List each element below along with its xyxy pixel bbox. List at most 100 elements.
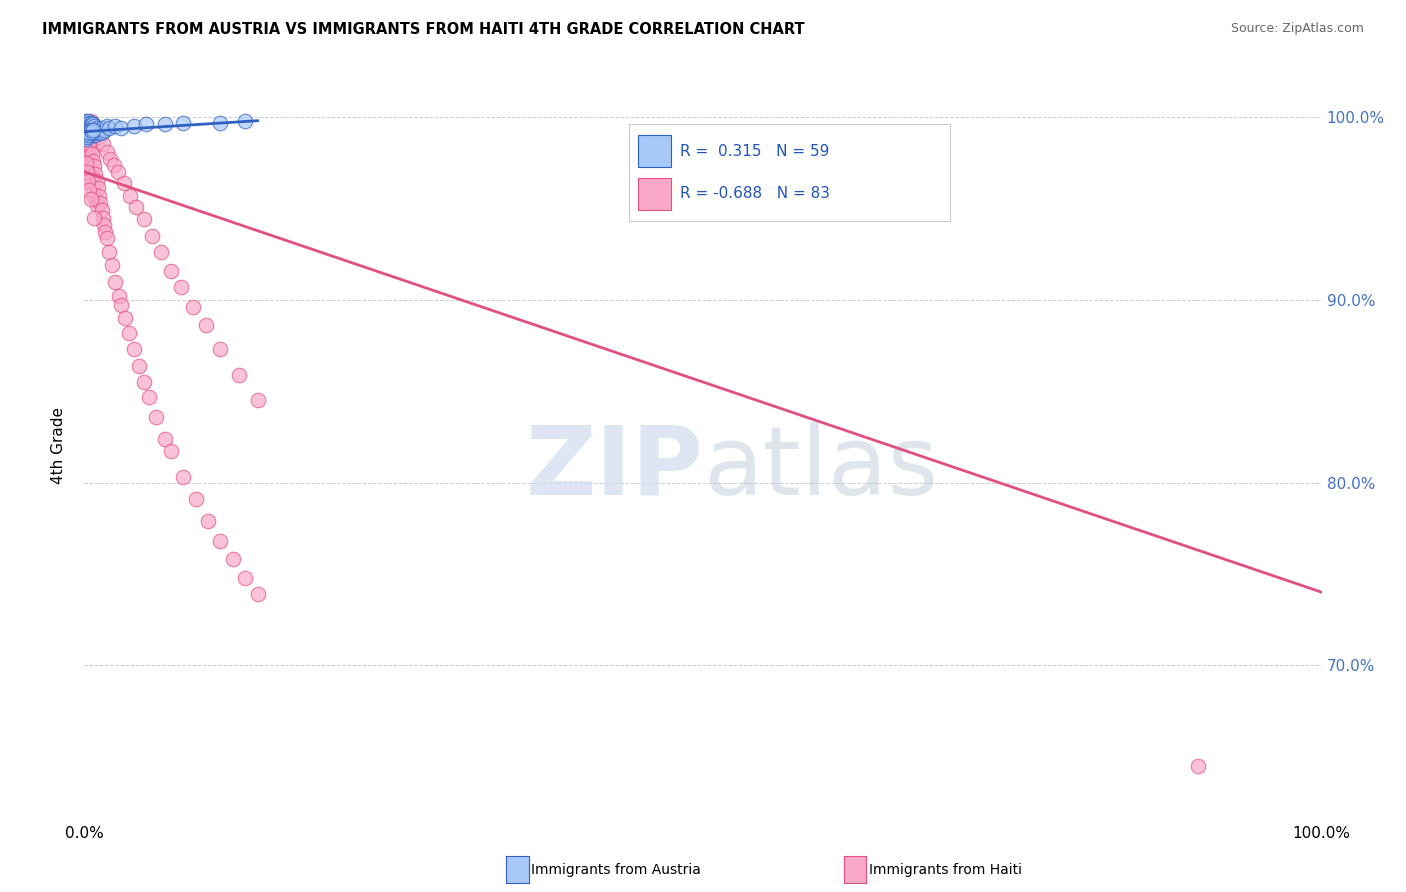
- Point: [89, 127, 111, 141]
- Point: [76, 117, 98, 131]
- Point: [87, 125, 110, 139]
- Point: [91, 211, 114, 225]
- Point: [150, 245, 173, 260]
- Point: [77, 125, 100, 139]
- Point: [89, 196, 111, 211]
- Point: [90, 121, 112, 136]
- Point: [209, 342, 232, 356]
- Point: [79, 127, 101, 141]
- Point: [82, 121, 104, 136]
- Point: [120, 188, 142, 202]
- Point: [246, 587, 269, 601]
- Point: [246, 393, 269, 408]
- Point: [1187, 759, 1209, 773]
- Point: [80, 115, 103, 129]
- Point: [79, 115, 101, 129]
- Point: [80, 127, 103, 141]
- Point: [77, 125, 100, 139]
- Bar: [638, 136, 671, 167]
- Point: [87, 181, 110, 195]
- Point: [125, 200, 148, 214]
- Point: [76, 119, 98, 133]
- Point: [83, 132, 105, 146]
- Point: [194, 318, 217, 333]
- Bar: [638, 178, 671, 210]
- Point: [84, 123, 107, 137]
- Point: [76, 115, 98, 129]
- Point: [77, 121, 100, 136]
- Point: [76, 130, 98, 145]
- Point: [233, 571, 256, 585]
- Point: [83, 211, 105, 225]
- Text: R = -0.688   N = 83: R = -0.688 N = 83: [681, 186, 830, 202]
- Point: [145, 409, 167, 424]
- Point: [82, 117, 104, 131]
- Y-axis label: 4th Grade: 4th Grade: [51, 408, 66, 484]
- Point: [79, 121, 101, 136]
- Point: [132, 212, 155, 227]
- Point: [112, 176, 135, 190]
- Point: [96, 145, 118, 159]
- Point: [75, 132, 97, 146]
- Text: Immigrants from Haiti: Immigrants from Haiti: [869, 863, 1022, 877]
- Point: [76, 119, 98, 133]
- Point: [79, 161, 101, 176]
- Text: Source: ZipAtlas.com: Source: ZipAtlas.com: [1230, 22, 1364, 36]
- Point: [79, 192, 101, 206]
- Point: [172, 470, 194, 484]
- Point: [76, 143, 98, 157]
- Point: [135, 117, 157, 131]
- Point: [75, 132, 97, 146]
- Point: [153, 432, 176, 446]
- Point: [104, 275, 127, 289]
- Point: [197, 514, 219, 528]
- Point: [89, 188, 111, 202]
- Point: [75, 155, 97, 169]
- Point: [209, 534, 232, 549]
- Point: [86, 127, 108, 141]
- Point: [80, 174, 103, 188]
- Point: [86, 174, 108, 188]
- Point: [75, 115, 97, 129]
- Point: [79, 123, 101, 137]
- Text: Immigrants from Austria: Immigrants from Austria: [531, 863, 702, 877]
- Point: [79, 123, 101, 137]
- Point: [77, 117, 100, 131]
- Point: [93, 218, 115, 232]
- Point: [103, 157, 125, 171]
- Point: [79, 127, 101, 141]
- Point: [79, 125, 101, 139]
- Point: [93, 123, 115, 137]
- Point: [160, 263, 183, 277]
- Point: [209, 115, 232, 129]
- Point: [128, 359, 150, 373]
- Point: [76, 123, 98, 137]
- Point: [76, 127, 98, 141]
- Point: [79, 119, 101, 133]
- Text: ZIP: ZIP: [524, 422, 703, 515]
- Text: R =  0.315   N = 59: R = 0.315 N = 59: [681, 144, 830, 159]
- Point: [98, 152, 121, 166]
- Point: [80, 119, 103, 133]
- Point: [77, 128, 100, 143]
- Point: [98, 245, 121, 260]
- Point: [181, 300, 204, 314]
- Point: [79, 169, 101, 183]
- Point: [86, 198, 108, 212]
- Point: [86, 123, 108, 137]
- Point: [82, 127, 104, 141]
- Point: [83, 125, 105, 139]
- Point: [153, 117, 176, 131]
- Point: [91, 125, 114, 139]
- Point: [77, 113, 100, 128]
- Point: [100, 258, 122, 272]
- Point: [80, 125, 103, 139]
- Point: [76, 121, 98, 136]
- Point: [75, 113, 97, 128]
- Point: [89, 130, 111, 145]
- Point: [184, 491, 207, 506]
- Point: [233, 113, 256, 128]
- Point: [83, 190, 105, 204]
- Point: [104, 119, 127, 133]
- Point: [172, 115, 194, 129]
